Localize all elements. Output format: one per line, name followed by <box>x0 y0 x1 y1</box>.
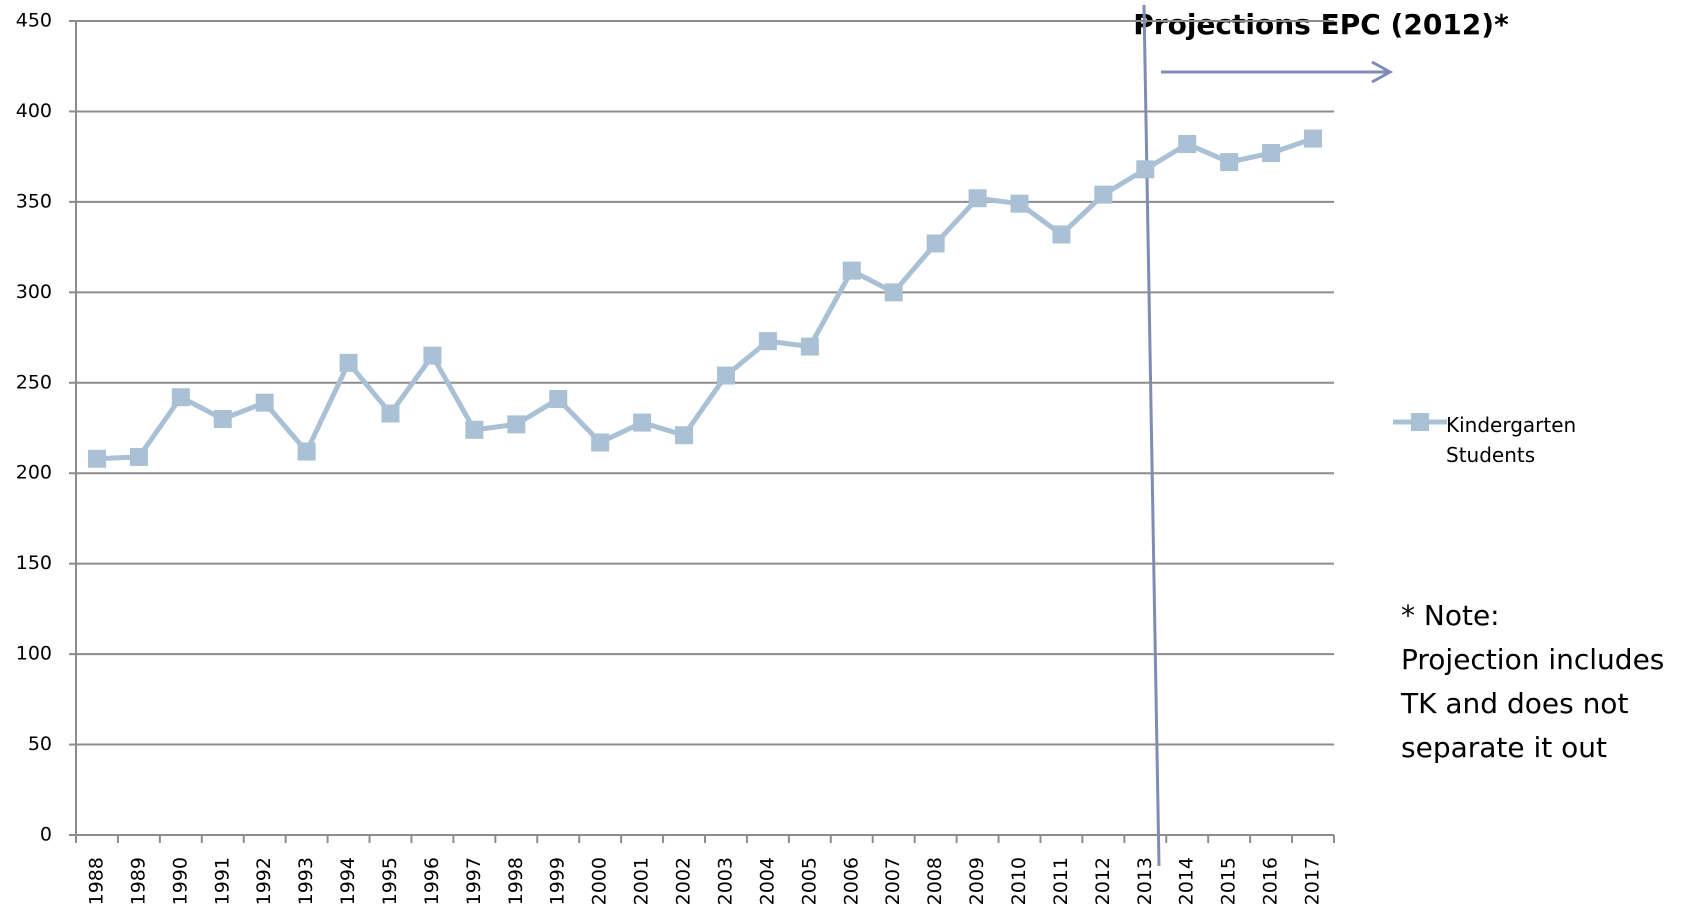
x-tick-label: 2017 <box>1302 857 1324 905</box>
point-marker <box>381 404 400 423</box>
point-marker <box>1304 129 1323 148</box>
point-marker <box>800 337 819 356</box>
point-marker <box>87 449 106 468</box>
point-marker <box>758 332 777 351</box>
point-marker <box>1262 144 1281 163</box>
point-marker <box>591 433 610 452</box>
point-marker <box>507 415 526 434</box>
y-tick-label: 400 <box>16 100 52 122</box>
point-marker <box>255 393 274 412</box>
point-marker <box>1136 160 1155 179</box>
point-marker <box>129 447 148 466</box>
y-tick-label: 200 <box>16 462 52 484</box>
legend-marker <box>1411 413 1429 431</box>
x-tick-label: 2002 <box>673 857 695 905</box>
x-tick-label: 2000 <box>589 857 611 905</box>
y-tick-label: 100 <box>16 643 52 665</box>
x-tick-label: 2015 <box>1218 857 1240 905</box>
x-tick-label: 2005 <box>798 857 820 905</box>
point-marker <box>633 413 652 432</box>
point-marker <box>842 261 861 280</box>
point-marker <box>297 442 316 461</box>
y-tick-label: 50 <box>28 733 52 755</box>
point-marker <box>1010 194 1029 213</box>
y-tick-label: 250 <box>16 371 52 393</box>
y-tick-label: 0 <box>40 824 52 846</box>
point-marker <box>549 390 568 409</box>
note-line: separate it out <box>1401 731 1607 764</box>
note-line: Projection includes <box>1401 643 1664 676</box>
x-tick-label: 1991 <box>211 857 233 905</box>
x-tick-label: 2011 <box>1050 857 1072 905</box>
x-tick-label: 2008 <box>924 857 946 905</box>
x-tick-label: 1999 <box>547 857 569 905</box>
x-tick-label: 2001 <box>631 857 653 905</box>
point-marker <box>423 346 442 365</box>
point-marker <box>1052 225 1071 244</box>
point-marker <box>968 189 987 208</box>
x-tick-label: 2010 <box>1008 857 1030 905</box>
x-tick-label: 2013 <box>1134 857 1156 905</box>
point-marker <box>716 366 735 385</box>
y-tick-label: 450 <box>16 10 52 32</box>
x-tick-label: 1997 <box>463 857 485 905</box>
x-tick-label: 1988 <box>85 857 107 905</box>
point-marker <box>1094 185 1113 204</box>
y-tick-label: 300 <box>16 281 52 303</box>
x-tick-label: 1993 <box>295 857 317 905</box>
x-tick-label: 2006 <box>840 857 862 905</box>
y-tick-label: 150 <box>16 552 52 574</box>
point-marker <box>213 409 232 428</box>
projection-label: Projections EPC (2012)* <box>1133 8 1509 41</box>
x-tick-label: 1992 <box>253 857 275 905</box>
point-marker <box>675 426 694 445</box>
x-tick-label: 2009 <box>966 857 988 905</box>
y-tick-label: 350 <box>16 190 52 212</box>
x-tick-label: 1994 <box>337 857 359 905</box>
x-tick-label: 1995 <box>379 857 401 905</box>
point-marker <box>339 353 358 372</box>
point-marker <box>884 283 903 302</box>
divider-line <box>1142 4 1161 867</box>
legend-label: Kindergarten Students <box>1446 413 1577 467</box>
x-tick-label: 2007 <box>882 857 904 905</box>
arrow-head <box>1371 60 1394 84</box>
point-marker <box>1220 153 1239 172</box>
point-marker <box>926 234 945 253</box>
x-tick-label: 2012 <box>1092 857 1114 905</box>
x-tick-label: 1998 <box>505 857 527 905</box>
x-tick-label: 2014 <box>1176 857 1198 905</box>
note-line: TK and does not <box>1400 687 1628 720</box>
series-line <box>96 136 1314 462</box>
x-tick-label: 1990 <box>169 857 191 905</box>
x-tick-label: 1989 <box>127 857 149 905</box>
x-tick-label: 2016 <box>1260 857 1282 905</box>
x-tick-label: 1996 <box>421 857 443 905</box>
note-line: * Note: <box>1401 599 1500 632</box>
x-tick-label: 2003 <box>714 857 736 905</box>
x-tick-label: 2004 <box>756 857 778 905</box>
point-marker <box>465 420 484 439</box>
point-marker <box>171 388 190 407</box>
point-marker <box>1178 135 1197 154</box>
